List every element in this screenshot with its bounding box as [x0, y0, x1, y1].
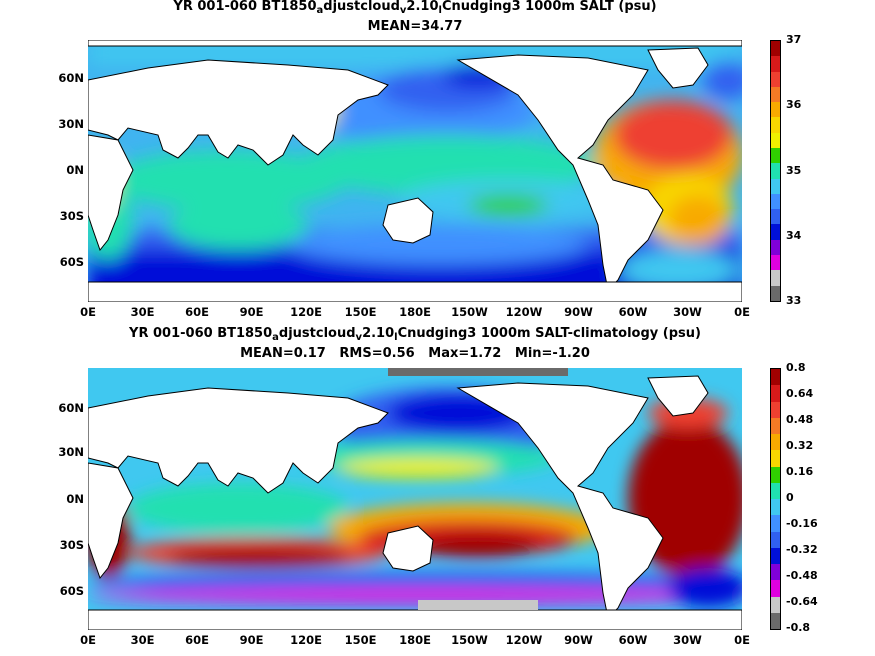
colorbar-swatch	[771, 178, 780, 194]
colorbar-swatch	[771, 564, 780, 581]
lon-label: 180E	[399, 633, 431, 647]
lon-label: 120W	[505, 633, 543, 647]
colorbar-swatch	[771, 71, 780, 87]
lat-label: 60N	[58, 401, 84, 415]
lon-label: 0E	[80, 305, 96, 319]
colorbar-label: 34	[786, 229, 802, 242]
lat-label: 60S	[59, 255, 84, 269]
colorbar-label: 33	[786, 294, 802, 307]
lat-label: 30N	[58, 445, 84, 459]
lat-label: 30S	[59, 209, 84, 223]
lon-label: 60E	[185, 633, 209, 647]
lon-label: 0E	[80, 633, 96, 647]
colorbar-swatch	[771, 596, 780, 613]
lat-label: 30S	[59, 538, 84, 552]
colorbar-swatch	[771, 482, 780, 499]
lat-label: 60N	[58, 71, 84, 85]
lon-label: 30W	[673, 633, 702, 647]
colorbar-label: -0.48	[786, 569, 818, 582]
colorbar-swatch	[771, 580, 780, 597]
colorbar-swatch	[771, 193, 780, 210]
lon-label: 60W	[618, 305, 648, 319]
colorbar-swatch	[771, 515, 780, 532]
colorbar-swatch	[771, 147, 780, 164]
lat-label: 60S	[59, 584, 84, 598]
lat-label: 30N	[58, 117, 84, 131]
lon-label: 30E	[130, 633, 155, 647]
lat-label: 0N	[66, 163, 84, 177]
lon-label: 30W	[673, 305, 702, 319]
bottom-anomaly-map	[88, 368, 742, 630]
colorbar-label: 0	[786, 491, 794, 504]
lat-label: 0N	[66, 492, 84, 506]
colorbar-label: -0.32	[786, 543, 818, 556]
lon-label: 30E	[130, 305, 155, 319]
colorbar-swatch	[771, 385, 780, 402]
colorbar-swatch	[771, 417, 780, 434]
colorbar-swatch	[771, 547, 780, 564]
colorbar-label: -0.16	[786, 517, 818, 530]
colorbar-label: 0.8	[786, 361, 806, 374]
colorbar-label: 37	[786, 33, 802, 46]
colorbar-swatch	[771, 285, 780, 301]
lon-label: 120E	[290, 305, 322, 319]
top-panel: YR 001-060 BT1850adjustcloudv2.10lCnudgi…	[0, 0, 875, 320]
colorbar-swatch	[771, 132, 780, 148]
lon-label: 150W	[451, 305, 488, 319]
colorbar-label: -0.64	[786, 595, 818, 608]
colorbar-swatch	[771, 499, 780, 516]
lon-label: 0E	[734, 633, 750, 647]
lon-label: 180E	[399, 305, 431, 319]
colorbar-swatch	[771, 450, 780, 467]
colorbar-swatch	[771, 270, 780, 286]
colorbar-label: 0.16	[786, 465, 814, 478]
colorbar-swatch	[771, 163, 780, 179]
colorbar-swatch	[771, 612, 780, 629]
lon-label: 0E	[734, 305, 750, 319]
lon-label: 150E	[344, 633, 377, 647]
bottom-colorbar	[770, 368, 781, 630]
colorbar-label: 35	[786, 164, 802, 177]
colorbar-swatch	[771, 369, 780, 386]
lon-label: 60E	[185, 305, 209, 319]
top-stats: MEAN=34.77	[367, 19, 463, 34]
colorbar-swatch	[771, 102, 780, 118]
lon-label: 60W	[618, 633, 648, 647]
top-title: YR 001-060 BT1850adjustcloudv2.10lCnudgi…	[173, 0, 657, 16]
colorbar-swatch	[771, 86, 780, 103]
colorbar-swatch	[771, 434, 780, 451]
colorbar-label: 0.64	[786, 387, 814, 400]
top-colorbar	[770, 40, 781, 302]
lon-label: 90W	[564, 305, 593, 319]
colorbar-swatch	[771, 56, 780, 72]
lon-label: 150W	[451, 633, 488, 647]
bottom-panel: YR 001-060 BT1850adjustcloudv2.10lCnudgi…	[0, 324, 875, 656]
colorbar-swatch	[771, 117, 780, 133]
colorbar-swatch	[771, 41, 780, 57]
colorbar-swatch	[771, 254, 780, 271]
colorbar-swatch	[771, 401, 780, 418]
colorbar-swatch	[771, 531, 780, 548]
lon-label: 120E	[290, 633, 322, 647]
colorbar-swatch	[771, 209, 780, 225]
colorbar-label: 0.48	[786, 413, 814, 426]
colorbar-swatch	[771, 224, 780, 240]
lon-label: 90W	[564, 633, 593, 647]
top-salinity-map	[88, 40, 742, 302]
colorbar-swatch	[771, 239, 780, 255]
bottom-stats: MEAN=0.17 RMS=0.56 Max=1.72 Min=-1.20	[240, 346, 590, 361]
colorbar-swatch	[771, 466, 780, 483]
lon-label: 150E	[344, 305, 377, 319]
colorbar-label: 36	[786, 98, 802, 111]
colorbar-label: 0.32	[786, 439, 814, 452]
lon-label: 120W	[505, 305, 543, 319]
colorbar-label: -0.8	[786, 621, 811, 634]
lon-label: 90E	[239, 633, 264, 647]
bottom-title: YR 001-060 BT1850adjustcloudv2.10lCnudgi…	[129, 326, 701, 343]
lon-label: 90E	[239, 305, 264, 319]
